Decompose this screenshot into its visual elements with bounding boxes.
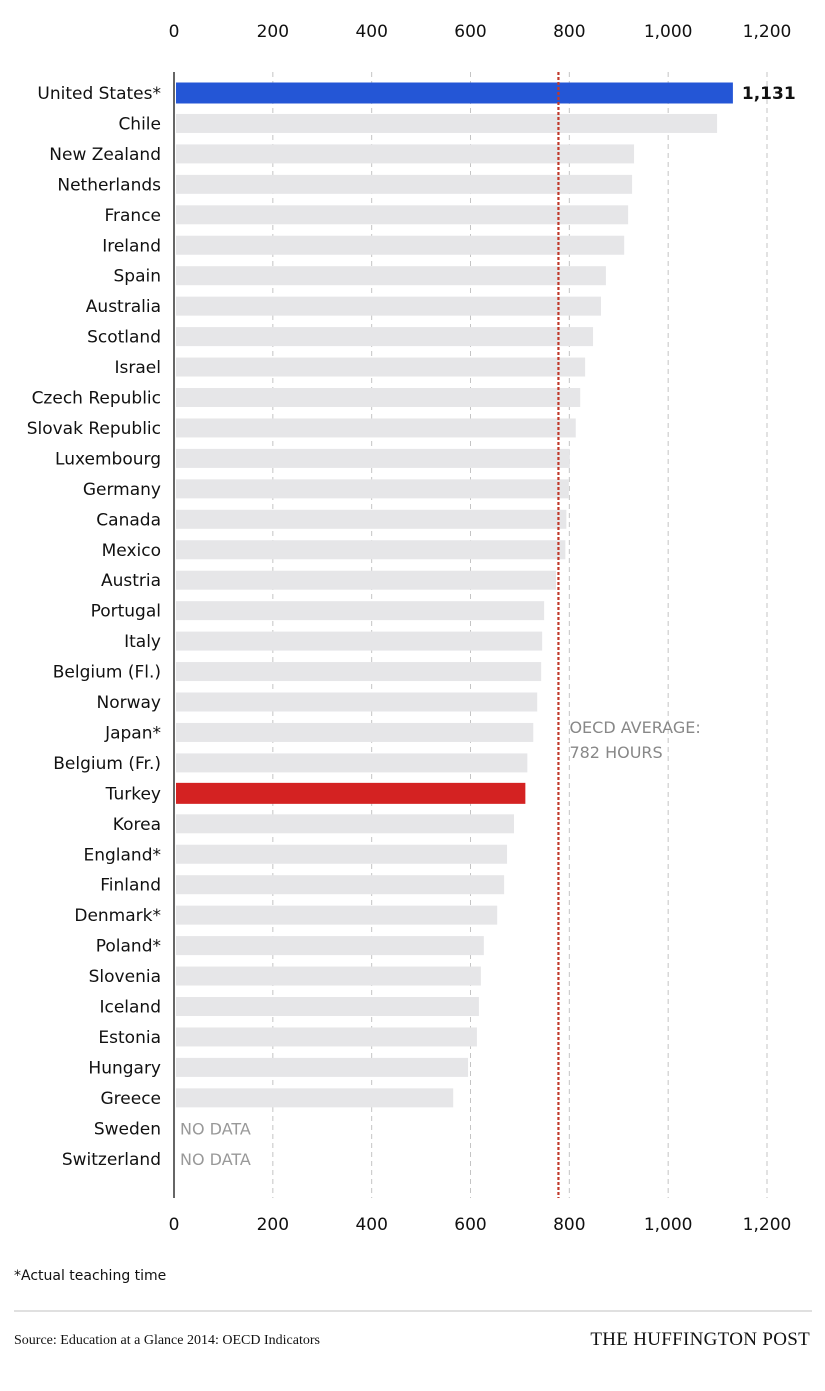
x-tick-label-bottom: 1,000: [644, 1215, 693, 1235]
bar-value-label: 1,131: [742, 84, 796, 104]
category-label: Canada: [96, 510, 161, 530]
bar: [176, 662, 542, 682]
category-label: New Zealand: [49, 145, 161, 165]
category-label: Denmark*: [74, 906, 161, 926]
x-tick-label-bottom: 200: [257, 1215, 289, 1235]
category-label: Finland: [100, 876, 161, 896]
category-label: Germany: [83, 480, 161, 500]
x-tick-label-bottom: 0: [169, 1215, 180, 1235]
bar: [176, 1057, 469, 1077]
x-tick-label-top: 1,000: [644, 22, 693, 42]
category-label: Israel: [115, 358, 161, 378]
reference-line-label: OECD AVERAGE:: [569, 718, 700, 737]
category-label: Ireland: [102, 236, 161, 256]
category-label: Belgium (Fr.): [53, 754, 161, 774]
category-label: Chile: [118, 114, 161, 134]
category-label: Mexico: [102, 541, 161, 561]
bar: [176, 966, 481, 986]
category-label: Austria: [101, 571, 161, 591]
category-label: Netherlands: [57, 175, 161, 195]
bar: [176, 844, 508, 864]
bar: [176, 540, 566, 560]
bar: [176, 82, 733, 104]
category-label: Italy: [124, 632, 161, 652]
bar: [176, 1088, 454, 1108]
bar: [176, 479, 569, 499]
bar: [176, 905, 498, 925]
bar: [176, 388, 581, 407]
top-axis-ticks: 0 200 400 600 800 1,000 1,200: [169, 22, 792, 42]
category-label: Slovenia: [89, 967, 161, 987]
bar: [176, 296, 601, 316]
bar: [176, 782, 526, 804]
bar: [176, 235, 625, 255]
bar: [176, 113, 718, 133]
x-tick-label-top: 1,200: [743, 22, 792, 42]
category-label: Czech Republic: [32, 389, 161, 409]
category-label: Hungary: [88, 1058, 161, 1078]
no-data-label: NO DATA: [180, 1150, 251, 1169]
bar: [176, 1027, 477, 1047]
bar: [176, 509, 567, 529]
bar: [176, 205, 629, 225]
bar: [176, 601, 545, 621]
no-data-label: NO DATA: [180, 1119, 251, 1138]
category-label: United States*: [37, 84, 161, 104]
bar: [176, 631, 543, 651]
bar: [176, 692, 538, 712]
category-label: Iceland: [99, 998, 161, 1018]
x-tick-label-top: 400: [355, 22, 387, 42]
x-tick-label-bottom: 1,200: [743, 1215, 792, 1235]
category-label: Norway: [97, 693, 162, 713]
category-label: France: [104, 206, 161, 226]
category-label: Belgium (Fl.): [53, 663, 161, 683]
x-tick-label-bottom: 600: [454, 1215, 486, 1235]
bar: [176, 174, 633, 194]
reference-line-label: 782 HOURS: [569, 743, 662, 762]
category-label: Japan*: [104, 723, 161, 743]
category-label: Poland*: [96, 937, 161, 957]
bar: [176, 357, 586, 377]
category-label: Portugal: [91, 602, 161, 622]
category-label: Luxembourg: [55, 449, 161, 469]
bar: [176, 144, 635, 164]
bar: [176, 875, 505, 895]
x-tick-label-top: 600: [454, 22, 486, 42]
bars: 1,131 NO DATA NO DATA: [176, 82, 796, 1169]
category-labels: United States* Chile New Zealand Netherland…: [27, 84, 161, 1170]
bar: [176, 722, 534, 742]
category-label: Australia: [86, 297, 161, 317]
category-label: Turkey: [105, 784, 161, 804]
bar: [176, 570, 556, 590]
bar: [176, 448, 570, 468]
bar: [176, 997, 479, 1016]
category-label: Switzerland: [62, 1150, 161, 1170]
x-tick-label-top: 0: [169, 22, 180, 42]
bar: [176, 418, 576, 438]
category-label: Spain: [114, 267, 162, 287]
bar: [176, 266, 606, 286]
category-label: Estonia: [98, 1028, 161, 1048]
category-label: Sweden: [94, 1119, 161, 1139]
brand-logo-text: THE HUFFINGTON POST: [590, 1329, 810, 1350]
category-label: England*: [83, 845, 161, 865]
category-label: Scotland: [87, 328, 161, 348]
category-label: Slovak Republic: [27, 419, 161, 439]
bottom-axis-ticks: 0 200 400 600 800 1,000 1,200: [169, 1215, 792, 1235]
bar-chart: 1,131 NO DATA NO DATA OECD AVERAGE: 782 HOU…: [27, 22, 796, 1235]
oecd-average-line: OECD AVERAGE: 782 HOURS: [557, 72, 701, 1198]
bar: [176, 814, 514, 834]
bar: [176, 936, 484, 956]
divider: [14, 1310, 812, 1312]
x-tick-label-top: 200: [257, 22, 289, 42]
x-tick-label-bottom: 400: [355, 1215, 387, 1235]
x-tick-label-top: 800: [553, 22, 585, 42]
category-label: Korea: [113, 815, 161, 835]
source-text: Source: Education at a Glance 2014: OECD…: [14, 1333, 320, 1348]
category-label: Greece: [100, 1089, 161, 1109]
bar: [176, 327, 594, 347]
x-tick-label-bottom: 800: [553, 1215, 585, 1235]
bar: [176, 753, 528, 773]
footnote: *Actual teaching time: [14, 1268, 167, 1284]
